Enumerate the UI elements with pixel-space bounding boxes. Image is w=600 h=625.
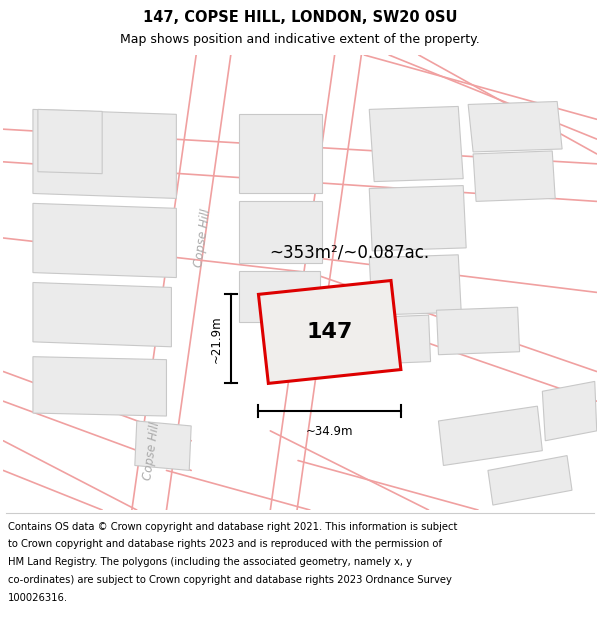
Text: 100026316.: 100026316. <box>8 592 68 602</box>
Polygon shape <box>239 114 322 194</box>
Text: Copse Hill: Copse Hill <box>193 208 214 268</box>
Polygon shape <box>379 315 431 364</box>
Polygon shape <box>468 101 562 152</box>
Text: Map shows position and indicative extent of the property.: Map shows position and indicative extent… <box>120 33 480 46</box>
Text: ~353m²/~0.087ac.: ~353m²/~0.087ac. <box>269 244 430 262</box>
Polygon shape <box>488 456 572 505</box>
Polygon shape <box>239 201 322 262</box>
Polygon shape <box>473 151 555 201</box>
Text: 147: 147 <box>307 322 353 342</box>
Text: 147, COPSE HILL, LONDON, SW20 0SU: 147, COPSE HILL, LONDON, SW20 0SU <box>143 10 457 25</box>
Polygon shape <box>33 282 172 347</box>
Polygon shape <box>33 109 176 198</box>
Polygon shape <box>369 186 466 251</box>
Polygon shape <box>33 357 166 416</box>
Polygon shape <box>369 106 463 182</box>
Polygon shape <box>33 203 176 278</box>
Polygon shape <box>439 406 542 466</box>
Polygon shape <box>437 308 520 355</box>
Text: co-ordinates) are subject to Crown copyright and database rights 2023 Ordnance S: co-ordinates) are subject to Crown copyr… <box>8 575 452 585</box>
Polygon shape <box>239 271 320 322</box>
Text: ~34.9m: ~34.9m <box>306 425 353 438</box>
Text: to Crown copyright and database rights 2023 and is reproduced with the permissio: to Crown copyright and database rights 2… <box>8 539 442 549</box>
Text: HM Land Registry. The polygons (including the associated geometry, namely x, y: HM Land Registry. The polygons (includin… <box>8 557 412 567</box>
Polygon shape <box>135 421 191 471</box>
Text: ~21.9m: ~21.9m <box>210 315 223 362</box>
Text: Contains OS data © Crown copyright and database right 2021. This information is : Contains OS data © Crown copyright and d… <box>8 521 457 531</box>
Text: Copse Hill: Copse Hill <box>141 421 162 481</box>
Polygon shape <box>38 109 102 174</box>
Polygon shape <box>369 255 461 315</box>
Polygon shape <box>259 281 401 383</box>
Polygon shape <box>542 381 597 441</box>
